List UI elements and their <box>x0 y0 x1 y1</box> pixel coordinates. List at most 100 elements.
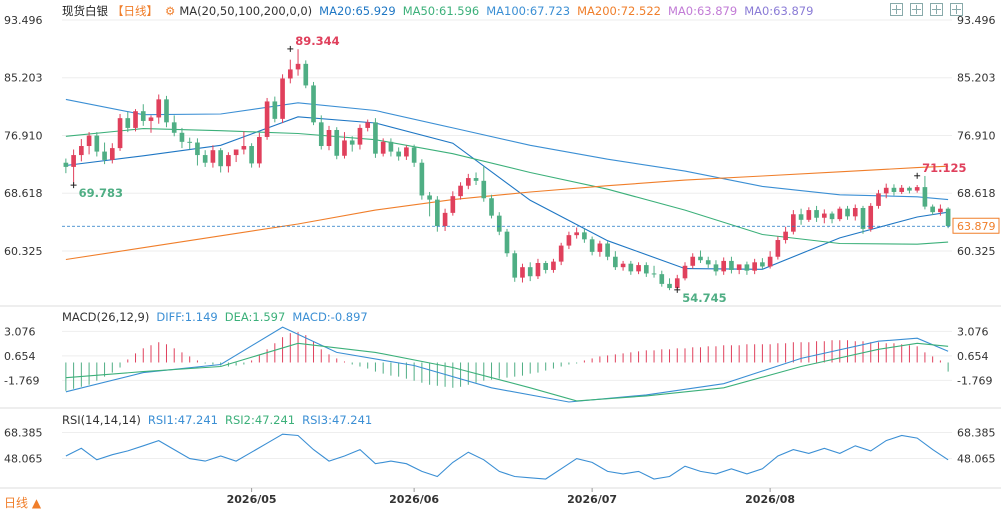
zoom-out-icon[interactable] <box>930 3 943 16</box>
macd-tick-left: -1.769 <box>4 374 39 387</box>
candle-body <box>667 283 672 289</box>
candle-body <box>233 149 239 156</box>
candle-body <box>690 256 696 266</box>
rsi-tick-left: 68.385 <box>4 426 43 439</box>
candle-body <box>551 261 556 270</box>
candle-body <box>705 260 711 265</box>
price-tick-left: 93.496 <box>4 14 43 27</box>
gear-icon[interactable]: ⚙ <box>165 4 176 18</box>
candle-body <box>605 243 610 257</box>
candle-body <box>117 118 123 149</box>
candle-body <box>613 256 618 268</box>
last-price-box <box>952 217 1000 234</box>
macd-tick-left: 0.654 <box>4 350 36 363</box>
candle-body <box>442 212 448 227</box>
candle-body <box>852 207 858 217</box>
candle-body <box>643 265 649 274</box>
macd-tick-left: 3.076 <box>4 325 36 338</box>
candle-body <box>713 264 719 272</box>
ma-line-ma100 <box>65 98 949 201</box>
candle-body <box>94 135 100 152</box>
ma-label-0b: MA0:63.879 <box>744 4 814 18</box>
candle-body <box>249 146 254 164</box>
crosshair-icon[interactable] <box>890 3 903 16</box>
rsi-line <box>65 433 949 480</box>
ma-line-ma20 <box>65 116 949 270</box>
zoom-in-icon[interactable] <box>910 3 923 16</box>
candle-body <box>845 208 850 217</box>
candle-body <box>829 213 835 220</box>
candle-body <box>357 127 363 145</box>
candle-body <box>109 148 115 160</box>
macd-header: MACD(26,12,9) DIFF:1.149 DEA:1.597 MACD:… <box>62 309 375 325</box>
annotation-label: 71.125 <box>922 161 966 175</box>
candle-body <box>698 256 703 261</box>
candle-body <box>210 150 216 163</box>
candle-body <box>744 264 750 271</box>
candle-body <box>164 99 169 123</box>
candle-body <box>241 146 247 150</box>
rsi-label: RSI(14,14,14) <box>62 413 141 427</box>
candle-body <box>558 245 564 262</box>
rsi-tick-left: 48.065 <box>4 452 43 465</box>
macd-diff-line <box>65 326 949 403</box>
candle-body <box>427 195 432 200</box>
candle-body <box>380 141 386 154</box>
time-tick-label: 2026/05 <box>227 493 277 506</box>
candle-body <box>883 187 889 194</box>
candle-body <box>814 210 819 218</box>
candle-body <box>318 122 324 147</box>
candle-body <box>620 263 626 268</box>
rsi-tick-right: 68.385 <box>957 426 996 439</box>
ma-label-50: MA50:61.596 <box>402 4 480 18</box>
candle-body <box>736 264 742 270</box>
candle-body <box>566 235 572 246</box>
candle-body <box>202 155 208 163</box>
candle-body <box>465 178 471 186</box>
candle-body <box>783 231 788 241</box>
candle-body <box>411 147 417 163</box>
time-tick-label: 2026/08 <box>745 493 795 506</box>
price-tick-right: 85.203 <box>957 72 996 85</box>
candle-body <box>767 256 773 267</box>
candle-body <box>373 122 378 154</box>
candle-body <box>938 208 943 213</box>
period-tab[interactable]: 日线 ▲ <box>0 492 64 512</box>
candle-body <box>86 135 92 147</box>
candle-body <box>721 260 727 272</box>
candle-body <box>226 155 231 167</box>
macd-tick-right: 0.654 <box>957 350 989 363</box>
candle-body <box>295 63 301 70</box>
candle-body <box>404 147 409 157</box>
rsi2-label: RSI2:47.241 <box>225 413 296 427</box>
candle-body <box>752 262 757 271</box>
ma-label-20: MA20:65.929 <box>319 4 396 18</box>
rsi1-label: RSI1:47.241 <box>147 413 218 427</box>
candle-body <box>945 208 951 227</box>
candle-body <box>589 239 595 252</box>
candle-body <box>821 213 827 218</box>
ma-line-ma50 <box>65 128 949 245</box>
period-label[interactable]: 【日线】 <box>112 4 158 18</box>
candle-body <box>435 199 440 227</box>
candle-body <box>489 198 494 216</box>
candle-body <box>396 151 401 157</box>
candle-body <box>930 206 935 213</box>
macd-dea-line <box>65 342 949 402</box>
candle-body <box>798 214 804 220</box>
annotation-label: 54.745 <box>682 291 726 305</box>
rsi3-label: RSI3:47.241 <box>302 413 373 427</box>
candle-body <box>458 185 463 197</box>
expand-icon[interactable] <box>950 3 963 16</box>
candle-body <box>133 111 138 128</box>
candle-body <box>899 187 905 192</box>
candle-body <box>450 196 456 213</box>
price-tick-left: 85.203 <box>4 72 43 85</box>
candle-body <box>71 155 76 167</box>
candle-body <box>891 187 897 192</box>
macd-dea-label: DEA:1.597 <box>224 310 286 324</box>
candle-body <box>272 101 278 119</box>
price-tick-right: 68.618 <box>957 187 996 200</box>
candle-body <box>914 187 920 191</box>
